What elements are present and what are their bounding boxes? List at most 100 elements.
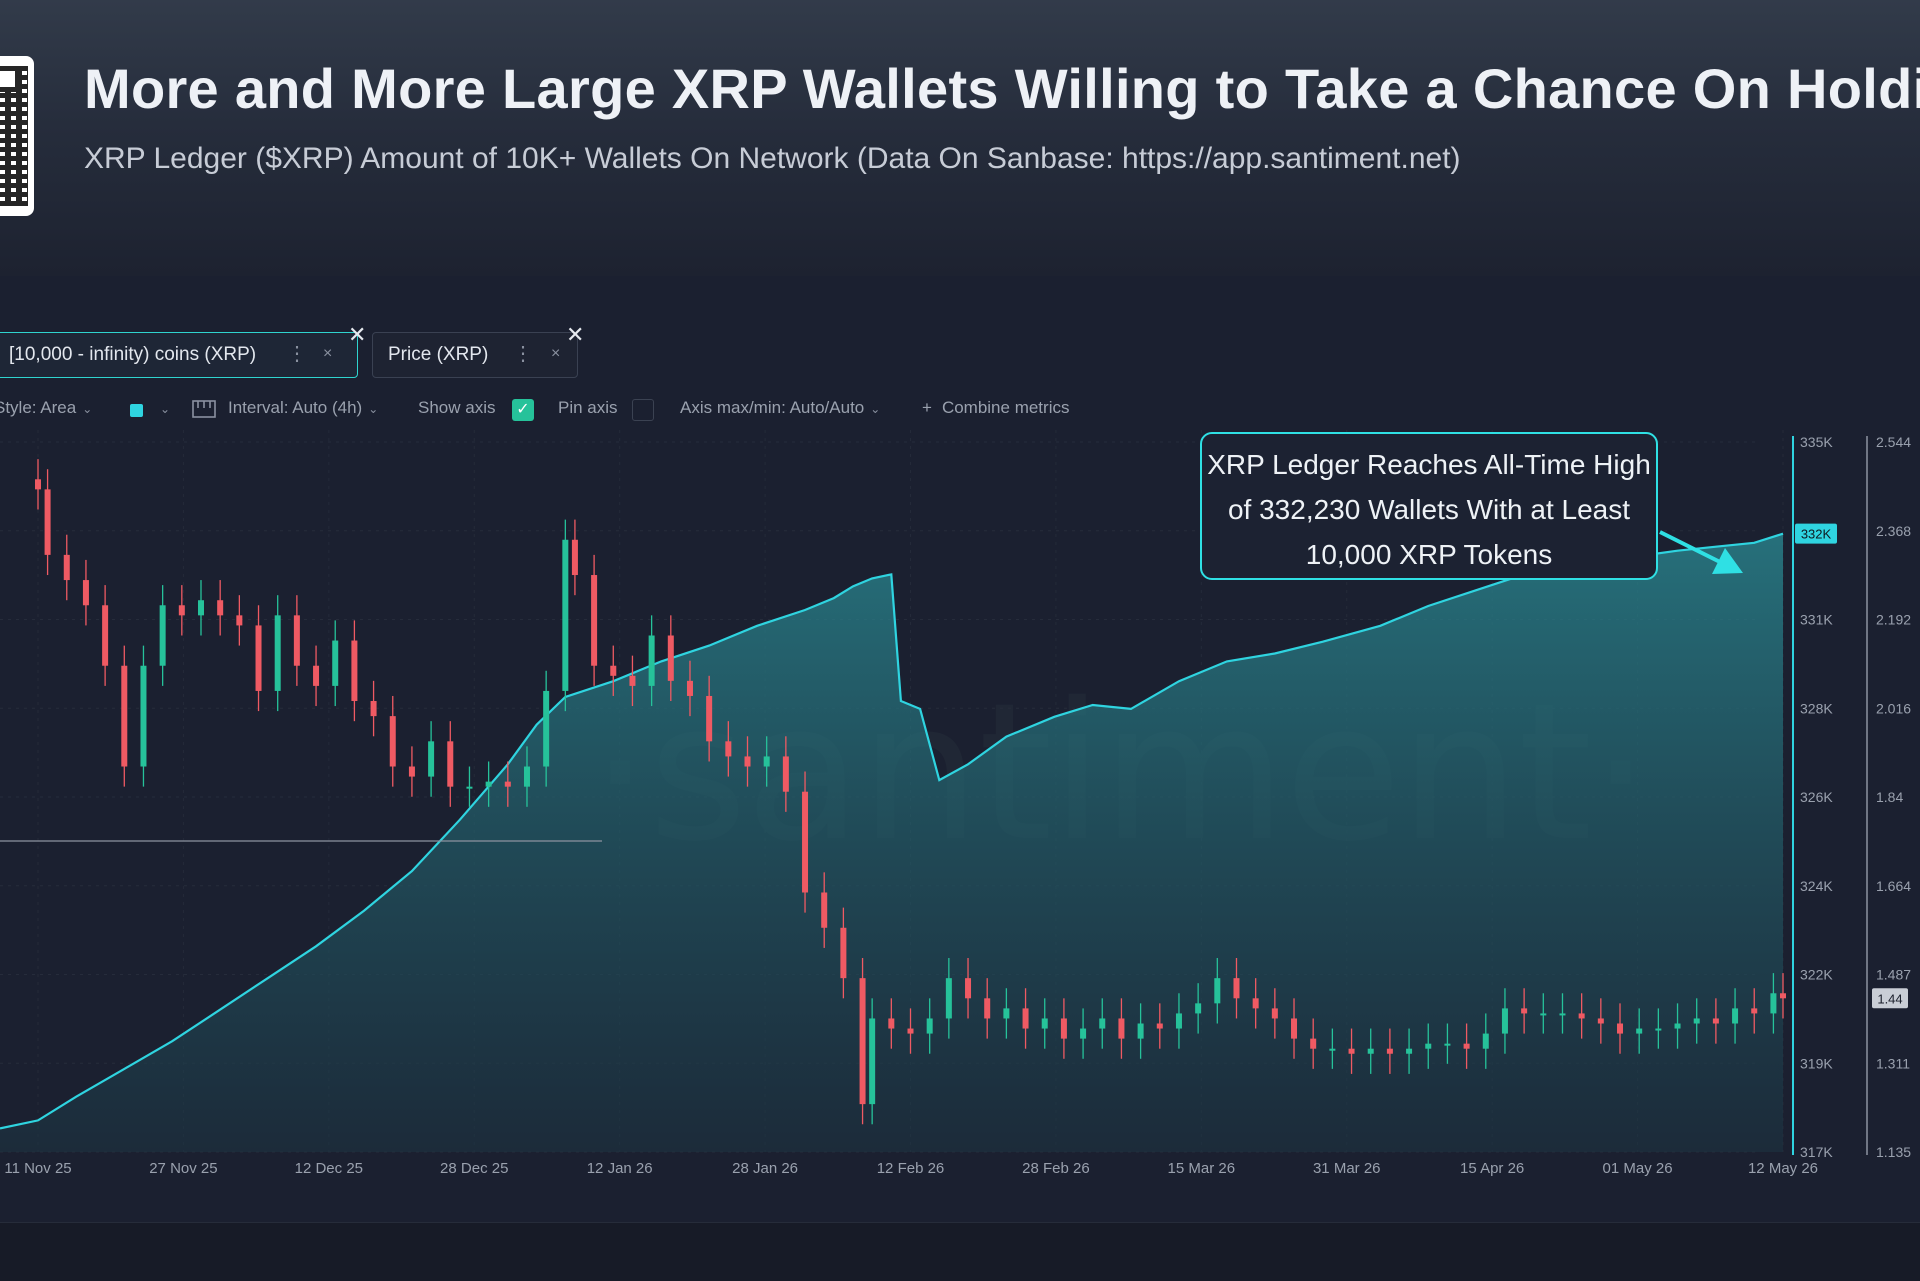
y-right-tick-label: 2.016 [1876, 700, 1911, 716]
price-candle [1367, 1048, 1374, 1054]
price-candle [1617, 1023, 1624, 1034]
plus-icon: + [922, 398, 932, 417]
interval-select[interactable]: Interval: Auto (4h) ⌄ [228, 398, 378, 422]
price-candle [178, 605, 185, 616]
price-candle [1444, 1043, 1451, 1046]
price-candle [1482, 1033, 1489, 1049]
y-right-tick-label: 2.544 [1876, 434, 1911, 450]
interval-label: Interval: Auto (4h) [228, 398, 363, 417]
series-color-swatch[interactable] [130, 404, 143, 417]
style-label: Style: Area [0, 398, 77, 417]
y-right-tick-label: 1.664 [1876, 878, 1911, 894]
pin-axis-checkbox[interactable] [632, 399, 654, 421]
price-candle [313, 665, 320, 686]
price-candle [293, 615, 300, 666]
price-candle [102, 605, 109, 666]
metric-tab-wallets[interactable]: [10,000 - infinity) coins (XRP) ⋮ × [0, 332, 358, 378]
y-left-tick-label: 317K [1800, 1144, 1833, 1160]
y-right-tick-label: 1.487 [1876, 967, 1911, 983]
more-vertical-icon[interactable]: ⋮ [287, 343, 307, 365]
price-candle [197, 600, 204, 616]
last-price-badge [1872, 988, 1908, 1009]
price-candle [1559, 1013, 1566, 1016]
price-candle [648, 635, 655, 686]
show-axis-checkbox[interactable]: ✓ [512, 399, 534, 421]
price-candle [1501, 1008, 1508, 1034]
price-candle [1310, 1038, 1317, 1049]
price-candle [466, 786, 473, 789]
price-candle [255, 625, 262, 691]
price-candle [610, 665, 617, 676]
axis-range-label: Axis max/min: Auto/Auto [680, 398, 865, 417]
y-left-tick-label: 319K [1800, 1055, 1833, 1071]
price-candle [888, 1018, 895, 1029]
price-candle [1636, 1028, 1643, 1034]
axis-range-select[interactable]: Axis max/min: Auto/Auto ⌄ [680, 398, 880, 422]
price-candle [1693, 1018, 1700, 1024]
price-candle [821, 892, 828, 928]
price-candle [984, 998, 991, 1019]
wallets-area [0, 533, 1783, 1152]
price-candle [1175, 1013, 1182, 1029]
price-candle [1233, 978, 1240, 999]
metric-tab-label: Price (XRP) [388, 344, 489, 365]
price-candle [763, 756, 770, 767]
x-tick-label: 27 Nov 25 [149, 1160, 217, 1177]
remove-metric-icon[interactable]: ✕ [348, 322, 367, 347]
x-tick-label: 12 Jan 26 [587, 1160, 653, 1177]
price-candle [408, 766, 415, 777]
combine-label: Combine metrics [941, 398, 1070, 417]
price-candle [629, 675, 636, 686]
metric-tab-price[interactable]: Price (XRP) ⋮ × [372, 332, 578, 378]
wallets-line [0, 532, 1784, 1130]
style-select[interactable]: Style: Area ⌄ [0, 398, 92, 422]
page-title: More and More Large XRP Wallets Willing … [84, 57, 1920, 120]
price-candle [945, 978, 952, 1019]
price-candle [332, 640, 339, 686]
price-candle [1329, 1048, 1336, 1051]
x-tick-label: 28 Feb 26 [1022, 1160, 1090, 1177]
price-candle [1406, 1048, 1413, 1054]
x-tick-label: 15 Apr 26 [1460, 1160, 1524, 1177]
price-candle [840, 927, 847, 979]
price-candle [1348, 1048, 1355, 1054]
chevron-down-icon: ⌄ [82, 402, 93, 416]
price-candle [965, 978, 972, 999]
price-candle [159, 605, 166, 666]
price-candle [1712, 1018, 1719, 1024]
price-candle [428, 741, 435, 777]
more-vertical-icon[interactable]: ⋮ [513, 343, 533, 365]
price-candle [1252, 998, 1259, 1009]
price-candle [725, 741, 732, 757]
price-candle [44, 489, 51, 555]
price-candle [1770, 993, 1777, 1014]
metric-tab-label: [10,000 - infinity) coins (XRP) [9, 344, 257, 365]
price-candle [686, 680, 693, 696]
price-candle [1674, 1023, 1681, 1029]
remove-metric-icon[interactable]: ✕ [566, 322, 585, 347]
close-icon[interactable]: × [551, 345, 561, 362]
price-candle [1214, 978, 1221, 1004]
price-candle [217, 600, 224, 616]
y-left-tick-label: 324K [1800, 878, 1833, 894]
price-candle [1271, 1008, 1278, 1019]
y-right-tick-label: 2.368 [1876, 523, 1911, 539]
chevron-down-icon[interactable]: ⌄ [160, 402, 171, 416]
close-icon[interactable]: × [323, 345, 333, 362]
price-candle [907, 1028, 914, 1034]
price-candle [1060, 1018, 1067, 1039]
price-candle [236, 615, 243, 626]
last-wallets-badge [1795, 523, 1837, 544]
y-right-tick-label: 1.311 [1876, 1055, 1910, 1071]
price-candle [706, 695, 713, 742]
price-candle [504, 781, 511, 787]
y-right-tick-label: 1.84 [1876, 789, 1903, 805]
chevron-down-icon: ⌄ [368, 402, 379, 416]
annotation-arrow [1659, 530, 1723, 565]
price-candle [1732, 1008, 1739, 1024]
x-tick-label: 12 May 26 [1748, 1160, 1818, 1177]
combine-metrics-button[interactable]: + Combine metrics [922, 398, 1069, 422]
price-candle [1291, 1018, 1298, 1039]
x-tick-label: 12 Dec 25 [295, 1160, 363, 1177]
